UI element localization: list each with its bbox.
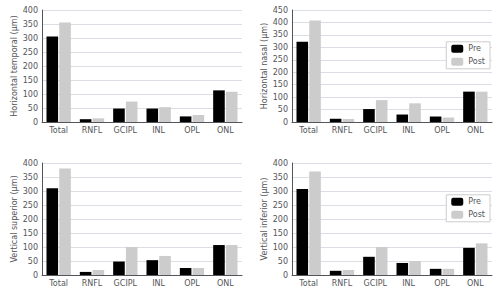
svg-text:300: 300	[23, 34, 38, 43]
svg-text:150: 150	[273, 229, 288, 238]
svg-text:GCIPL: GCIPL	[364, 279, 388, 288]
svg-text:GCIPL: GCIPL	[114, 126, 138, 135]
svg-text:RNFL: RNFL	[332, 279, 353, 288]
svg-text:ONL: ONL	[467, 126, 484, 135]
svg-text:Vertical inferior (μm): Vertical inferior (μm)	[260, 178, 269, 261]
svg-text:Total: Total	[298, 279, 318, 288]
svg-text:250: 250	[23, 48, 38, 57]
svg-text:150: 150	[23, 76, 38, 85]
svg-text:OPL: OPL	[434, 279, 450, 288]
svg-text:100: 100	[273, 243, 288, 252]
svg-text:Total: Total	[298, 126, 318, 135]
svg-text:100: 100	[23, 243, 38, 252]
svg-text:300: 300	[273, 43, 288, 52]
svg-text:450: 450	[273, 6, 288, 15]
svg-text:INL: INL	[402, 279, 415, 288]
svg-text:GCIPL: GCIPL	[364, 126, 388, 135]
svg-text:RNFL: RNFL	[332, 126, 353, 135]
svg-text:0: 0	[283, 118, 288, 127]
svg-text:100: 100	[23, 90, 38, 99]
svg-text:50: 50	[278, 105, 288, 114]
svg-text:150: 150	[273, 80, 288, 89]
svg-text:250: 250	[273, 201, 288, 210]
svg-text:Vertical superior (μm): Vertical superior (μm)	[10, 175, 19, 262]
svg-text:Post: Post	[468, 57, 485, 66]
svg-text:300: 300	[23, 187, 38, 196]
svg-text:250: 250	[23, 201, 38, 210]
svg-text:ONL: ONL	[467, 279, 484, 288]
svg-text:0: 0	[33, 118, 38, 127]
svg-text:250: 250	[273, 55, 288, 64]
svg-text:Post: Post	[468, 210, 485, 219]
svg-text:0: 0	[33, 271, 38, 280]
svg-text:200: 200	[23, 215, 38, 224]
svg-text:50: 50	[28, 257, 38, 266]
svg-text:INL: INL	[402, 126, 415, 135]
svg-text:400: 400	[273, 18, 288, 27]
svg-text:50: 50	[28, 104, 38, 113]
svg-text:OPL: OPL	[434, 126, 450, 135]
svg-text:Horizontal nasal (μm): Horizontal nasal (μm)	[260, 23, 269, 109]
svg-text:200: 200	[273, 215, 288, 224]
svg-text:0: 0	[283, 271, 288, 280]
svg-text:Pre: Pre	[468, 44, 481, 53]
svg-text:350: 350	[273, 30, 288, 39]
svg-text:400: 400	[23, 159, 38, 168]
svg-text:RNFL: RNFL	[82, 126, 103, 135]
svg-text:200: 200	[273, 68, 288, 77]
svg-text:OPL: OPL	[184, 279, 200, 288]
svg-text:350: 350	[23, 20, 38, 29]
svg-text:150: 150	[23, 229, 38, 238]
svg-text:200: 200	[23, 62, 38, 71]
svg-text:400: 400	[273, 159, 288, 168]
svg-text:INL: INL	[152, 279, 165, 288]
svg-text:350: 350	[273, 173, 288, 182]
svg-text:Total: Total	[48, 126, 68, 135]
svg-text:Pre: Pre	[468, 197, 481, 206]
svg-text:50: 50	[278, 257, 288, 266]
svg-text:GCIPL: GCIPL	[114, 279, 138, 288]
svg-text:350: 350	[23, 173, 38, 182]
svg-text:INL: INL	[152, 126, 165, 135]
svg-text:RNFL: RNFL	[82, 279, 103, 288]
svg-text:300: 300	[273, 187, 288, 196]
svg-text:ONL: ONL	[217, 279, 234, 288]
svg-text:Total: Total	[48, 279, 68, 288]
svg-text:Horizontal temporal (μm): Horizontal temporal (μm)	[10, 15, 19, 116]
svg-text:OPL: OPL	[184, 126, 200, 135]
svg-text:ONL: ONL	[217, 126, 234, 135]
svg-text:100: 100	[273, 93, 288, 102]
svg-text:400: 400	[23, 6, 38, 15]
